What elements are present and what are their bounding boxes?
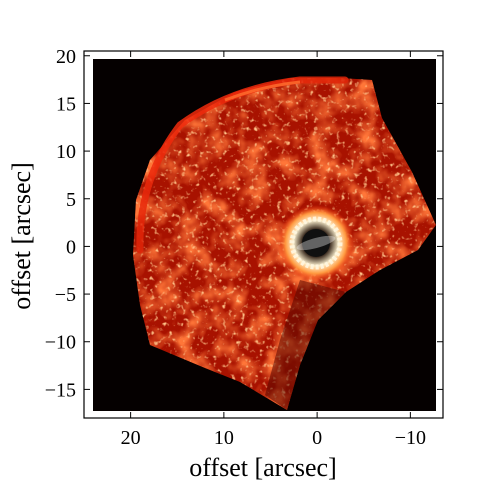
y-tick-label: −15 [45,379,76,401]
x-tick-label: 20 [121,427,141,449]
dark-lower-edge [265,280,346,410]
y-tick-label: −5 [55,284,76,306]
nebula-emission-region [133,76,436,410]
y-axis-ticks: 20 15 10 5 0 −5 −10 −15 [45,46,443,401]
x-axis-label: offset [arcsec] [189,453,336,482]
plot-frame [83,50,444,419]
x-axis-ticks: 20 10 0 −10 [121,51,426,449]
central-star-core [302,229,330,257]
y-tick-label: 10 [56,141,76,163]
x-tick-label: 0 [312,427,322,449]
y-tick-label: 5 [66,189,76,211]
y-tick-label: 20 [56,46,76,68]
central-star-streak [296,235,336,251]
central-star-ring [289,216,343,270]
y-tick-label: 0 [66,236,76,258]
shell-rim [136,76,349,254]
x-tick-label: 10 [214,427,234,449]
y-axis-label: offset [arcsec] [7,162,36,309]
y-tick-label: −10 [45,332,76,354]
y-tick-label: 15 [56,93,76,115]
shell-rim-highlight [224,80,301,102]
x-tick-label: −10 [395,427,426,449]
